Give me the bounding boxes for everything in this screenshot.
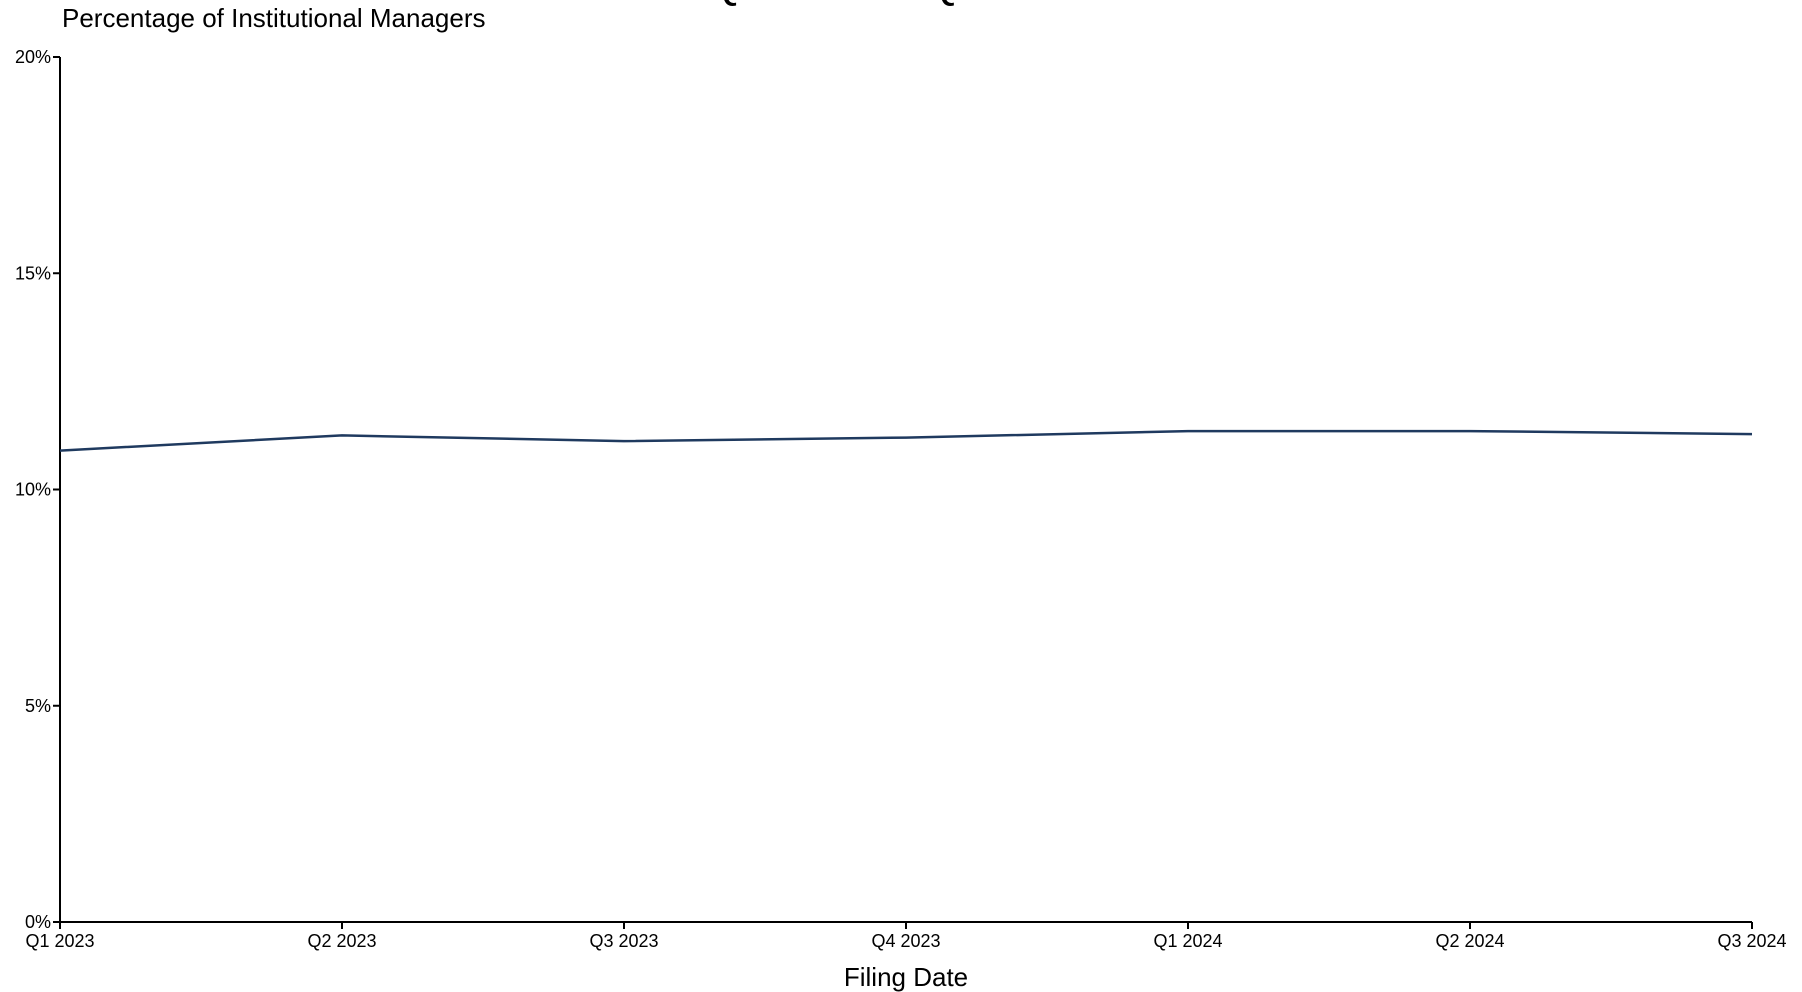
series-line (59, 429, 1753, 452)
y-axis-ticks: 0% 5% 10% 15% 20% (15, 47, 60, 932)
x-tick-label: Q4 2023 (871, 931, 940, 951)
y-axis-title: Percentage of Institutional Managers (62, 3, 485, 33)
y-tick-label: 20% (15, 47, 51, 67)
x-tick-label: Q2 2024 (1435, 931, 1504, 951)
x-tick-label: Q3 2024 (1717, 931, 1786, 951)
y-tick-label: 0% (25, 912, 51, 932)
x-tick-label: Q2 2023 (307, 931, 376, 951)
x-axis-ticks: Q1 2023 Q2 2023 Q3 2023 Q4 2023 Q1 2024 Q2 20… (25, 922, 1787, 951)
x-tick-label: Q3 2023 (589, 931, 658, 951)
x-tick-label: Q1 2024 (1153, 931, 1222, 951)
y-tick-label: 5% (25, 696, 51, 716)
x-tick-label: Q1 2023 (25, 931, 94, 951)
y-tick-label: 10% (15, 480, 51, 500)
x-axis-title: Filing Date (844, 962, 968, 992)
chart-title: Q1 2023 – Q3 2024 (708, 0, 1095, 8)
y-tick-label: 15% (15, 263, 51, 283)
series-layer (59, 429, 1753, 452)
